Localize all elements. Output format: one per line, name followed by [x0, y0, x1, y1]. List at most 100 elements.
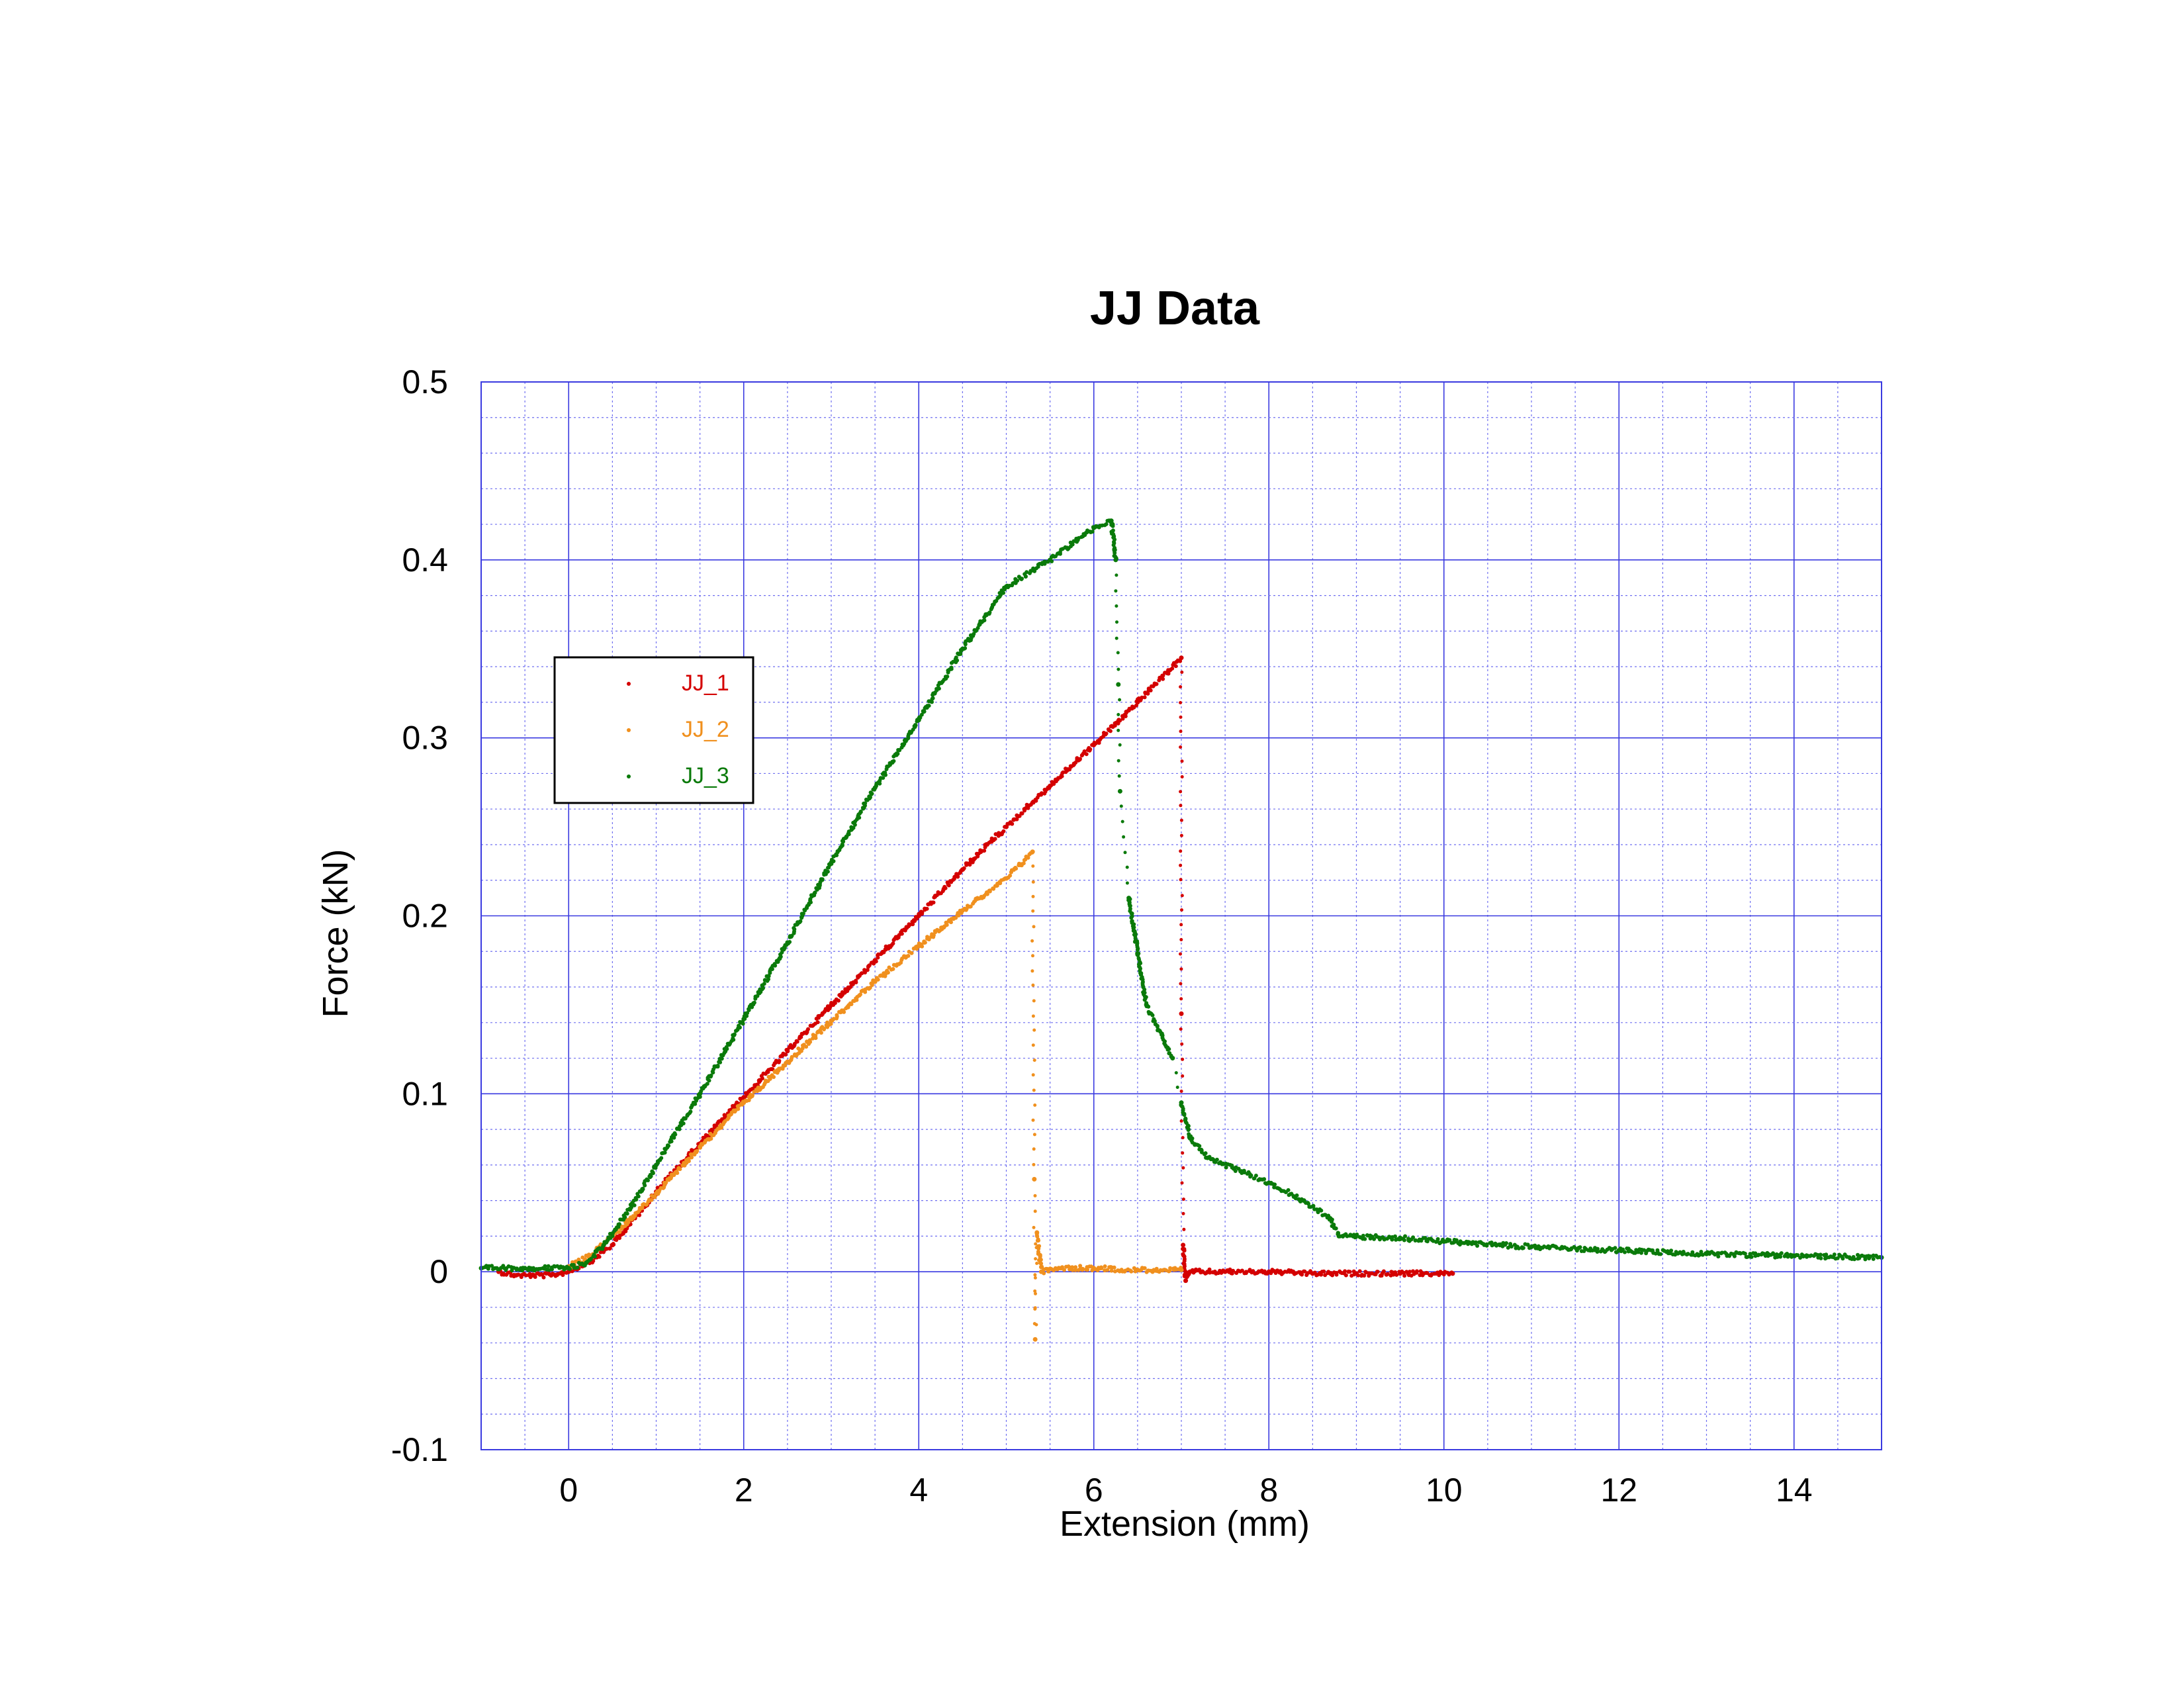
data-point: [1025, 855, 1030, 860]
data-point: [1161, 677, 1165, 681]
data-point: [800, 1046, 805, 1051]
data-point: [1179, 952, 1182, 956]
data-point: [1118, 718, 1122, 723]
data-point: [1852, 1257, 1856, 1262]
data-point: [724, 1045, 729, 1049]
axis-ticks: 0 2 4 6 8 10 12 14 -0.1 0 0.1 0.2 0.3 0.4 0.5: [391, 363, 1813, 1509]
data-point: [1214, 1157, 1219, 1162]
data-point: [516, 1272, 521, 1277]
data-point: [1146, 691, 1150, 696]
data-point: [1343, 1273, 1348, 1278]
data-point: [909, 951, 914, 955]
data-point: [1142, 695, 1147, 700]
data-point: [1347, 1270, 1352, 1274]
data-point: [1435, 1237, 1440, 1241]
data-point: [1001, 829, 1006, 833]
data-point: [1180, 671, 1184, 674]
data-point: [1008, 873, 1013, 878]
data-point: [1330, 1273, 1335, 1278]
data-point: [1140, 695, 1144, 700]
data-point: [592, 1254, 597, 1259]
data-point: [857, 816, 862, 820]
data-point: [1175, 1267, 1180, 1272]
legend-label: JJ_1: [682, 671, 729, 696]
data-point: [1639, 1250, 1643, 1255]
data-point: [836, 998, 841, 1003]
data-point: [1125, 881, 1129, 885]
data-point: [1224, 1165, 1228, 1170]
data-point: [1060, 1265, 1064, 1270]
data-point: [865, 968, 870, 972]
data-point: [745, 1013, 749, 1018]
data-point: [813, 890, 817, 895]
data-point: [944, 923, 949, 927]
data-point: [891, 966, 895, 971]
data-point: [1122, 835, 1126, 839]
data-point: [1032, 569, 1037, 573]
data-point: [891, 759, 896, 763]
data-point: [1038, 1258, 1043, 1262]
data-point: [1621, 1247, 1625, 1252]
data-point: [1716, 1254, 1721, 1259]
data-point: [788, 940, 792, 944]
data-point: [1322, 1269, 1326, 1274]
data-point: [1743, 1251, 1747, 1256]
data-point: [1249, 1173, 1253, 1178]
data-point: [1031, 954, 1034, 958]
data-point: [1690, 1250, 1695, 1254]
data-point: [1450, 1271, 1455, 1276]
data-point: [1394, 1272, 1399, 1277]
data-point: [1179, 804, 1183, 808]
data-point: [1203, 1151, 1208, 1156]
data-point: [1030, 939, 1034, 943]
data-point: [1659, 1252, 1663, 1256]
data-point: [659, 1156, 664, 1160]
x-tick-label: 4: [909, 1472, 928, 1509]
data-point: [1070, 542, 1075, 547]
x-axis-label: Extension (mm): [1060, 1504, 1310, 1544]
data-point: [1031, 983, 1035, 987]
data-point: [701, 1135, 705, 1140]
data-point: [1116, 682, 1121, 687]
data-point: [747, 1008, 751, 1012]
data-point: [1363, 1237, 1367, 1241]
data-point: [1871, 1256, 1876, 1261]
data-point: [617, 1230, 622, 1235]
data-point: [1021, 861, 1026, 866]
data-point: [550, 1267, 554, 1272]
data-point: [805, 906, 809, 910]
data-point: [1036, 1239, 1040, 1243]
data-point: [1295, 1193, 1299, 1197]
data-point: [1116, 728, 1120, 732]
data-point: [1108, 729, 1113, 733]
data-point: [1128, 904, 1132, 908]
data-point: [1863, 1257, 1868, 1262]
data-point: [709, 1137, 713, 1141]
data-point: [718, 1060, 723, 1064]
data-point: [1181, 1057, 1185, 1061]
data-point: [1136, 956, 1141, 961]
data-point: [851, 825, 856, 830]
data-point: [1052, 782, 1056, 786]
data-point: [1179, 745, 1183, 749]
data-point: [1115, 620, 1118, 624]
legend: JJ_1 JJ_2 JJ_3: [553, 656, 754, 804]
data-point: [987, 610, 992, 615]
data-point: [1749, 1254, 1754, 1259]
x-tick-label: 10: [1426, 1472, 1463, 1509]
data-point: [1181, 1248, 1186, 1252]
data-point: [1120, 820, 1124, 823]
data-point: [678, 1167, 682, 1172]
y-axis-label: Force (kN): [316, 849, 355, 1018]
data-point: [1190, 1136, 1195, 1141]
data-point: [1035, 1262, 1039, 1265]
data-point: [1525, 1243, 1530, 1247]
data-point: [1357, 1269, 1362, 1274]
data-point: [1179, 1119, 1183, 1123]
data-point: [612, 1243, 616, 1247]
data-point: [927, 704, 931, 708]
data-point: [1578, 1245, 1582, 1250]
data-point: [1251, 1176, 1256, 1181]
data-point: [1116, 759, 1120, 763]
